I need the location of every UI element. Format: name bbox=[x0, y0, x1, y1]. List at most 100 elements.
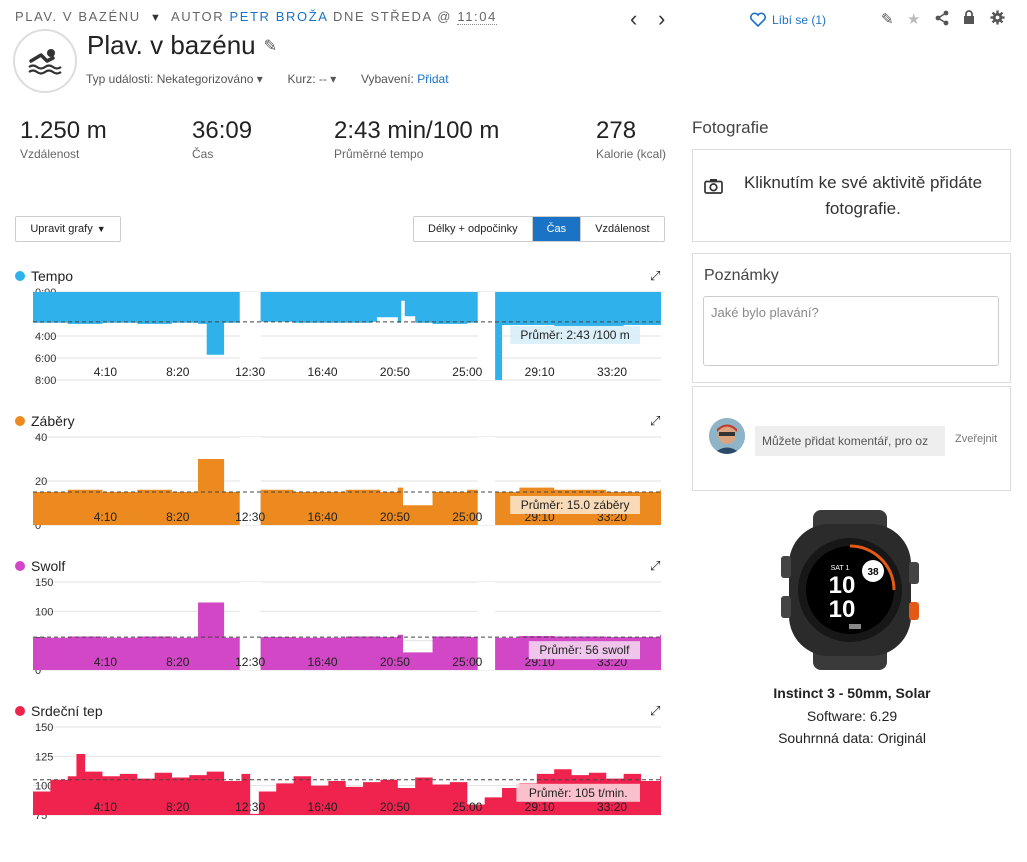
rest-gap bbox=[239, 437, 261, 525]
edit-charts-button[interactable]: Upravit grafy ▼ bbox=[15, 216, 121, 242]
avatar bbox=[709, 418, 745, 454]
like-button[interactable]: Líbí se (1) bbox=[750, 12, 826, 27]
x-tick-label: 16:40 bbox=[308, 655, 338, 669]
strokes-chart-title: Záběry bbox=[15, 413, 75, 429]
swolf-title-text: Swolf bbox=[31, 558, 66, 574]
comment-card: Můžete přidat komentář, pro oz Zveřejnit bbox=[692, 386, 1011, 491]
rest-gap bbox=[477, 582, 496, 670]
x-tick-label: 16:40 bbox=[308, 510, 338, 524]
x-tick-label: 12:30 bbox=[235, 655, 265, 669]
x-tick-label: 20:50 bbox=[380, 510, 410, 524]
course-label: Kurz: bbox=[287, 72, 316, 86]
x-tick-label: 12:30 bbox=[235, 510, 265, 524]
activity-meta: Typ události: Nekategorizováno ▾ Kurz: -… bbox=[86, 72, 449, 86]
x-tick-label: 8:20 bbox=[166, 800, 190, 814]
breadcrumb-day: DNE STŘEDA @ bbox=[333, 9, 453, 24]
event-type-value[interactable]: Nekategorizováno bbox=[156, 72, 254, 86]
swolf-legend-dot bbox=[15, 561, 25, 571]
series-area bbox=[33, 753, 661, 815]
series-area bbox=[33, 459, 661, 525]
x-tick-label: 25:00 bbox=[452, 800, 482, 814]
edit-pencil-icon[interactable]: ✎ bbox=[881, 11, 894, 28]
x-tick-label: 4:10 bbox=[94, 655, 118, 669]
stat-pace-value: 2:43 min/100 m bbox=[334, 117, 500, 144]
x-tick-label: 33:20 bbox=[597, 365, 627, 379]
stat-time-value: 36:09 bbox=[192, 117, 253, 144]
x-tick-label: 12:30 bbox=[235, 800, 265, 814]
activity-time: 11:04 bbox=[457, 9, 497, 25]
toggle-lengths[interactable]: Délky + odpočinky bbox=[414, 217, 533, 241]
x-tick-label: 8:20 bbox=[166, 365, 190, 379]
svg-text:10: 10 bbox=[829, 572, 856, 599]
expand-icon[interactable]: ⤢ bbox=[650, 703, 661, 718]
next-activity-icon[interactable]: › bbox=[658, 6, 666, 31]
stat-pace-label: Průměrné tempo bbox=[334, 147, 424, 161]
stat-distance-value: 1.250 m bbox=[20, 117, 107, 144]
swolf-chart[interactable]: 1501005004:108:2012:3016:4020:5025:0029:… bbox=[0, 577, 665, 677]
caret-down-icon[interactable]: ▼ bbox=[149, 12, 163, 24]
device-name[interactable]: Instinct 3 - 50mm, Solar bbox=[773, 685, 931, 701]
share-icon[interactable] bbox=[934, 10, 950, 30]
toggle-distance[interactable]: Vzdálenost bbox=[595, 223, 650, 235]
svg-text:38: 38 bbox=[867, 567, 879, 578]
notes-textarea[interactable]: Jaké bylo plavání? bbox=[703, 296, 999, 366]
y-tick-label: 125 bbox=[35, 751, 53, 763]
breadcrumb: PLAV. V BAZÉNU ▼ AUTOR PETR BROŽA DNE ST… bbox=[15, 9, 497, 25]
series-area bbox=[33, 292, 661, 380]
event-type-caret-icon[interactable]: ▾ bbox=[256, 72, 263, 86]
average-label: Průměr: 105 t/min. bbox=[529, 786, 628, 800]
x-tick-label: 4:10 bbox=[94, 510, 118, 524]
edit-title-pencil-icon[interactable]: ✎ bbox=[263, 37, 278, 55]
tempo-legend-dot bbox=[15, 271, 25, 281]
device-image: 38 SAT 1 10 10 bbox=[775, 510, 925, 670]
author-link[interactable]: PETR BROŽA bbox=[229, 9, 328, 24]
course-caret-icon[interactable]: ▾ bbox=[330, 72, 337, 86]
expand-icon[interactable]: ⤢ bbox=[650, 413, 661, 428]
add-gear-link[interactable]: Přidat bbox=[417, 72, 449, 86]
notes-card: Poznámky Jaké bylo plavání? bbox=[692, 253, 1011, 383]
rest-gap bbox=[477, 292, 496, 380]
star-icon[interactable]: ★ bbox=[907, 11, 921, 28]
notes-title: Poznámky bbox=[704, 267, 779, 284]
average-label-box bbox=[510, 496, 640, 514]
publish-button[interactable]: Zveřejnit bbox=[955, 433, 998, 445]
svg-text:10: 10 bbox=[829, 596, 856, 623]
stat-calories-value: 278 bbox=[596, 117, 637, 144]
average-label: Průměr: 15.0 záběry bbox=[521, 498, 630, 512]
stat-time-label: Čas bbox=[192, 147, 214, 161]
expand-icon[interactable]: ⤢ bbox=[650, 558, 661, 573]
comment-input[interactable]: Můžete přidat komentář, pro oz bbox=[755, 426, 945, 456]
previous-activity-icon[interactable]: ‹ bbox=[630, 6, 638, 31]
lock-icon[interactable] bbox=[963, 10, 975, 29]
toggle-time[interactable]: Čas bbox=[532, 217, 582, 241]
breadcrumb-activity[interactable]: PLAV. V BAZÉNU bbox=[15, 9, 141, 24]
tempo-chart[interactable]: 0:002:004:006:008:004:108:2012:3016:4020… bbox=[0, 287, 665, 387]
like-label: Líbí se (1) bbox=[772, 12, 827, 27]
x-tick-label: 20:50 bbox=[380, 365, 410, 379]
tempo-title-text: Tempo bbox=[31, 268, 74, 284]
activity-title-row: Plav. v bazénu ✎ bbox=[87, 30, 277, 61]
activity-type-icon bbox=[13, 29, 77, 93]
caret-down-icon: ▼ bbox=[96, 224, 106, 234]
y-tick-label: 100 bbox=[35, 781, 53, 793]
x-tick-label: 25:00 bbox=[452, 510, 482, 524]
y-tick-label: 6:00 bbox=[35, 353, 56, 365]
expand-icon[interactable]: ⤢ bbox=[650, 268, 661, 283]
y-tick-label: 4:00 bbox=[35, 331, 56, 343]
event-type-label: Typ události: bbox=[86, 72, 154, 86]
tempo-chart-title: Tempo bbox=[15, 268, 73, 284]
course-value[interactable]: -- bbox=[318, 72, 327, 86]
x-tick-label: 16:40 bbox=[308, 365, 338, 379]
add-photos-card[interactable]: Kliknutím ke své aktivitě přidáte fotogr… bbox=[692, 149, 1011, 242]
series-area bbox=[33, 602, 661, 670]
average-label-box bbox=[510, 325, 640, 344]
y-tick-label: 150 bbox=[35, 577, 53, 589]
device-software: Software: 6.29 bbox=[806, 708, 898, 724]
page-title[interactable]: Plav. v bazénu bbox=[87, 30, 256, 60]
rest-gap bbox=[239, 292, 261, 380]
gear-icon[interactable] bbox=[990, 10, 1005, 29]
swolf-chart-title: Swolf bbox=[15, 558, 65, 574]
average-label: Průměr: 56 swolf bbox=[539, 643, 630, 657]
